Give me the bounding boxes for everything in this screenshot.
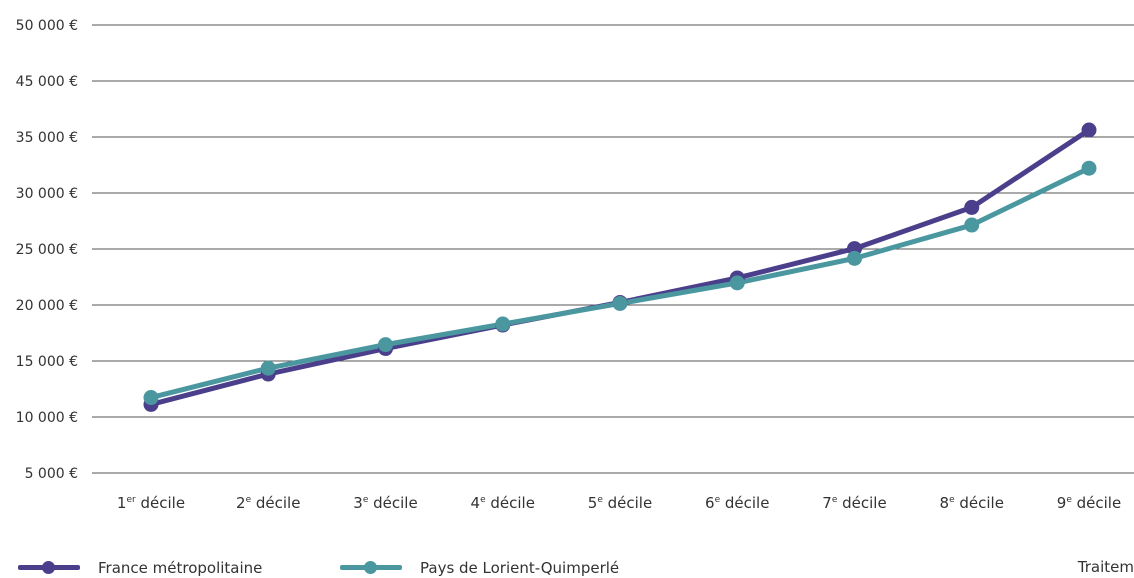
y-tick-label: 30 000 € <box>16 186 78 202</box>
y-tick-label: 45 000 € <box>16 74 78 90</box>
data-point-series-1 <box>964 217 980 233</box>
y-tick-label: 25 000 € <box>16 242 78 258</box>
data-point-series-1 <box>729 275 745 291</box>
y-axis-tick-labels: 5 000 € 10 000 € 15 000 € 20 000 € 25 000 € 3… <box>16 18 78 482</box>
series-lines <box>143 122 1097 412</box>
y-tick-label: 35 000 € <box>16 130 78 146</box>
legend-label-france: France métropolitaine <box>98 559 263 577</box>
data-point-series-1 <box>143 390 159 406</box>
grid-lines <box>92 24 1134 474</box>
y-tick-label: 20 000 € <box>16 298 78 314</box>
x-tick-label: 1er décile <box>117 494 185 512</box>
data-point-series-1 <box>1081 160 1097 176</box>
x-tick-label: 2e décile <box>236 494 300 512</box>
x-tick-label: 3e décile <box>353 494 417 512</box>
data-point-series-0 <box>1081 122 1097 138</box>
x-tick-label: 9e décile <box>1057 494 1121 512</box>
data-point-series-1 <box>612 295 628 311</box>
x-tick-label: 6e décile <box>705 494 769 512</box>
x-tick-label: 4e décile <box>471 494 535 512</box>
x-axis-tick-labels: 1er décile 2e décile 3e décile 4e décile 5e … <box>117 494 1121 512</box>
x-tick-label: 5e décile <box>588 494 652 512</box>
y-tick-label: 5 000 € <box>25 466 78 482</box>
data-point-series-0 <box>964 199 980 215</box>
source-credit: Traitem <box>1077 558 1134 576</box>
legend-item-france: France métropolitaine <box>18 558 262 578</box>
y-tick-label: 10 000 € <box>16 410 78 426</box>
data-point-series-1 <box>847 250 862 266</box>
data-point-series-1 <box>378 337 393 353</box>
legend-item-lorient: Pays de Lorient-Quimperlé <box>340 558 619 578</box>
data-point-series-1 <box>260 360 276 376</box>
series-line-1 <box>148 165 1092 401</box>
y-tick-label: 50 000 € <box>16 18 78 34</box>
data-point-series-1 <box>495 316 511 332</box>
line-chart: 5 000 € 10 000 € 15 000 € 20 000 € 25 000 € 3… <box>16 18 1134 512</box>
x-tick-label: 8e décile <box>940 494 1004 512</box>
legend-swatch-lorient <box>340 558 402 578</box>
x-tick-label: 7e décile <box>822 494 886 512</box>
legend-swatch-france <box>18 558 80 578</box>
legend-label-lorient: Pays de Lorient-Quimperlé <box>420 559 620 577</box>
y-tick-label: 15 000 € <box>16 354 78 370</box>
